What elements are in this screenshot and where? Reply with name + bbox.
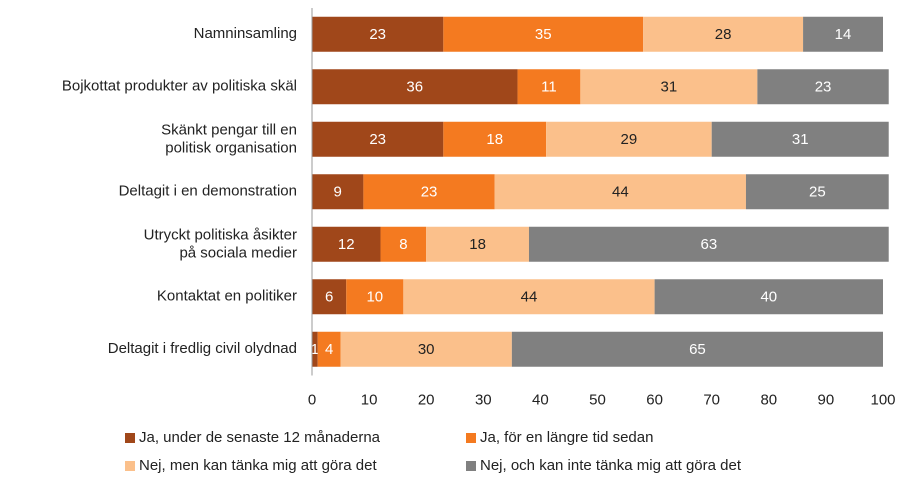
bar-segment [745,174,889,210]
y-tick-label: Skänkt pengar till en politisk organisati… [161,121,297,156]
data-label: 36 [406,79,423,96]
data-label: 44 [612,184,629,201]
data-label: 40 [760,289,777,306]
legend-label: Nej, och kan inte tänka mig att göra det [480,457,742,474]
bar-segment [443,121,547,157]
data-label: 18 [486,131,503,148]
bar-segment [312,174,364,210]
bar-segment [380,226,427,262]
bar-segment [494,174,746,210]
bar-segment [511,331,883,367]
y-tick-label: Deltagit i fredlig civil olydnad [108,340,297,357]
data-label: 23 [421,184,438,201]
x-tick-label: 50 [589,391,606,408]
bar-segment [312,331,318,367]
bar-segment [643,16,804,52]
bar-segment [528,226,889,262]
data-label: 29 [621,131,638,148]
legend-swatch [125,461,135,471]
data-label: 23 [815,79,832,96]
x-tick-label: 60 [646,391,663,408]
data-label: 11 [541,79,557,96]
bar-segment [346,279,404,315]
bar-segment [312,16,444,52]
legend-swatch [466,433,476,443]
bar-segment [312,121,444,157]
data-label: 25 [809,184,826,201]
bar-segment [312,279,347,315]
bar-segment [580,69,758,105]
y-tick-label: Bojkottat produkter av politiska skäl [62,78,297,95]
legend-label: Nej, men kan tänka mig att göra det [139,457,377,474]
bar-segment [312,69,518,105]
x-tick-label: 40 [532,391,549,408]
x-tick-label: 70 [703,391,720,408]
data-label: 1 [311,341,319,358]
y-tick-label: Kontaktat en politiker [157,288,297,305]
bar-segment [654,279,883,315]
data-label: 6 [325,289,333,306]
data-label: 9 [334,184,342,201]
data-label: 30 [418,341,435,358]
data-label: 8 [399,236,407,253]
data-label: 18 [469,236,486,253]
bar-segment [340,331,512,367]
data-label: 4 [325,341,333,358]
y-tick-label: Utryckt politiska åsikter på sociala medi… [144,226,297,261]
legend-swatch [466,461,476,471]
bar-segment [757,69,889,105]
data-label: 23 [369,131,386,148]
data-label: 35 [535,26,552,43]
x-tick-label: 80 [760,391,777,408]
bar-segment [403,279,655,315]
bar-segment [546,121,712,157]
data-label: 14 [835,26,852,43]
x-tick-label: 10 [361,391,378,408]
legend-label: Ja, under de senaste 12 månaderna [139,429,381,446]
x-tick-label: 100 [870,391,895,408]
data-label: 63 [701,236,718,253]
bar-segment [312,226,381,262]
x-tick-label: 30 [475,391,492,408]
data-label: 65 [689,341,706,358]
bar-segment [363,174,495,210]
bar-segment [426,226,529,262]
data-label: 23 [369,26,386,43]
legend-label: Ja, för en längre tid sedan [480,429,653,446]
bar-segment [803,16,883,52]
data-label: 28 [715,26,732,43]
x-tick-label: 0 [308,391,316,408]
legend-swatch [125,433,135,443]
y-tick-label: Namninsamling [194,25,297,42]
bar-segment [517,69,581,105]
bar-segment [711,121,889,157]
bar-segment [443,16,644,52]
x-tick-label: 90 [818,391,835,408]
x-tick-label: 20 [418,391,435,408]
data-label: 12 [338,236,355,253]
data-label: 31 [792,131,809,148]
data-label: 10 [366,289,383,306]
data-label: 31 [661,79,678,96]
bar-segment [317,331,341,367]
y-tick-label: Deltagit i en demonstration [119,183,297,200]
data-label: 44 [521,289,538,306]
